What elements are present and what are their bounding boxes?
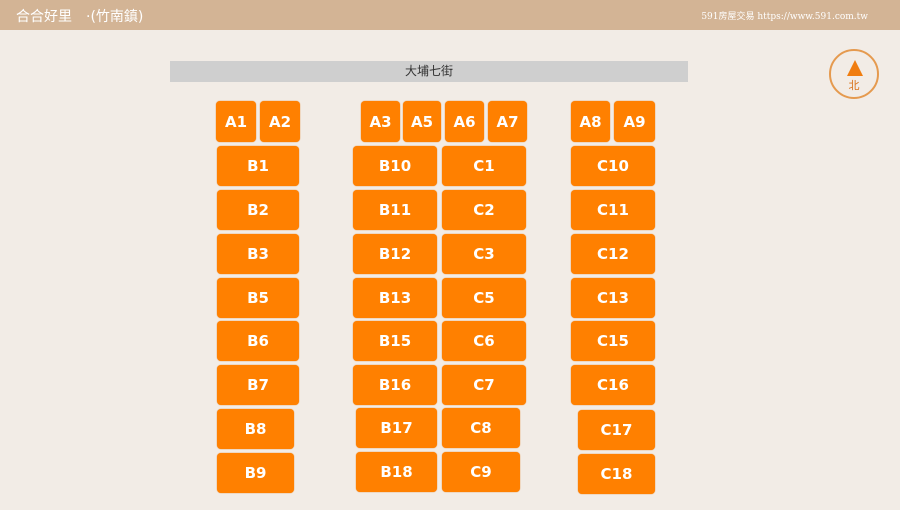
lot-c10[interactable]: C10 (571, 146, 655, 186)
lot-c6[interactable]: C6 (442, 321, 526, 361)
lot-a5[interactable]: A5 (403, 101, 441, 142)
lot-b1[interactable]: B1 (217, 146, 299, 186)
page-title: 合合好里 ·(竹南鎮) (16, 9, 144, 25)
lot-c7[interactable]: C7 (442, 365, 526, 405)
compass: 北 (829, 49, 879, 99)
lot-a1[interactable]: A1 (216, 101, 256, 142)
lot-c11[interactable]: C11 (571, 190, 655, 230)
lot-c8[interactable]: C8 (442, 408, 520, 448)
lot-a6[interactable]: A6 (445, 101, 484, 142)
lot-b8[interactable]: B8 (217, 409, 294, 449)
lot-b12[interactable]: B12 (353, 234, 437, 274)
lot-b11[interactable]: B11 (353, 190, 437, 230)
lot-b6[interactable]: B6 (217, 321, 299, 361)
lot-c16[interactable]: C16 (571, 365, 655, 405)
lot-b10[interactable]: B10 (353, 146, 437, 186)
lot-b17[interactable]: B17 (356, 408, 437, 448)
lot-b9[interactable]: B9 (217, 453, 294, 493)
site-credit: 591房屋交易 https://www.591.com.tw (701, 12, 868, 22)
lot-a9[interactable]: A9 (614, 101, 655, 142)
north-arrow-icon (847, 60, 863, 76)
lot-c13[interactable]: C13 (571, 278, 655, 318)
street-label: 大埔七街 (170, 61, 688, 82)
compass-label: 北 (848, 79, 860, 92)
lot-a3[interactable]: A3 (361, 101, 400, 142)
lot-b3[interactable]: B3 (217, 234, 299, 274)
lot-c2[interactable]: C2 (442, 190, 526, 230)
lot-b2[interactable]: B2 (217, 190, 299, 230)
lot-c15[interactable]: C15 (571, 321, 655, 361)
lot-c17[interactable]: C17 (578, 410, 655, 450)
lot-a7[interactable]: A7 (488, 101, 527, 142)
lot-b13[interactable]: B13 (353, 278, 437, 318)
lot-c1[interactable]: C1 (442, 146, 526, 186)
lot-b7[interactable]: B7 (217, 365, 299, 405)
header-bar: 合合好里 ·(竹南鎮) 591房屋交易 https://www.591.com.… (0, 0, 900, 30)
lot-c12[interactable]: C12 (571, 234, 655, 274)
lot-c9[interactable]: C9 (442, 452, 520, 492)
lot-c3[interactable]: C3 (442, 234, 526, 274)
lot-b16[interactable]: B16 (353, 365, 437, 405)
lot-b18[interactable]: B18 (356, 452, 437, 492)
lot-c5[interactable]: C5 (442, 278, 526, 318)
lot-a2[interactable]: A2 (260, 101, 300, 142)
lot-c18[interactable]: C18 (578, 454, 655, 494)
lot-b15[interactable]: B15 (353, 321, 437, 361)
lot-b5[interactable]: B5 (217, 278, 299, 318)
lot-a8[interactable]: A8 (571, 101, 610, 142)
